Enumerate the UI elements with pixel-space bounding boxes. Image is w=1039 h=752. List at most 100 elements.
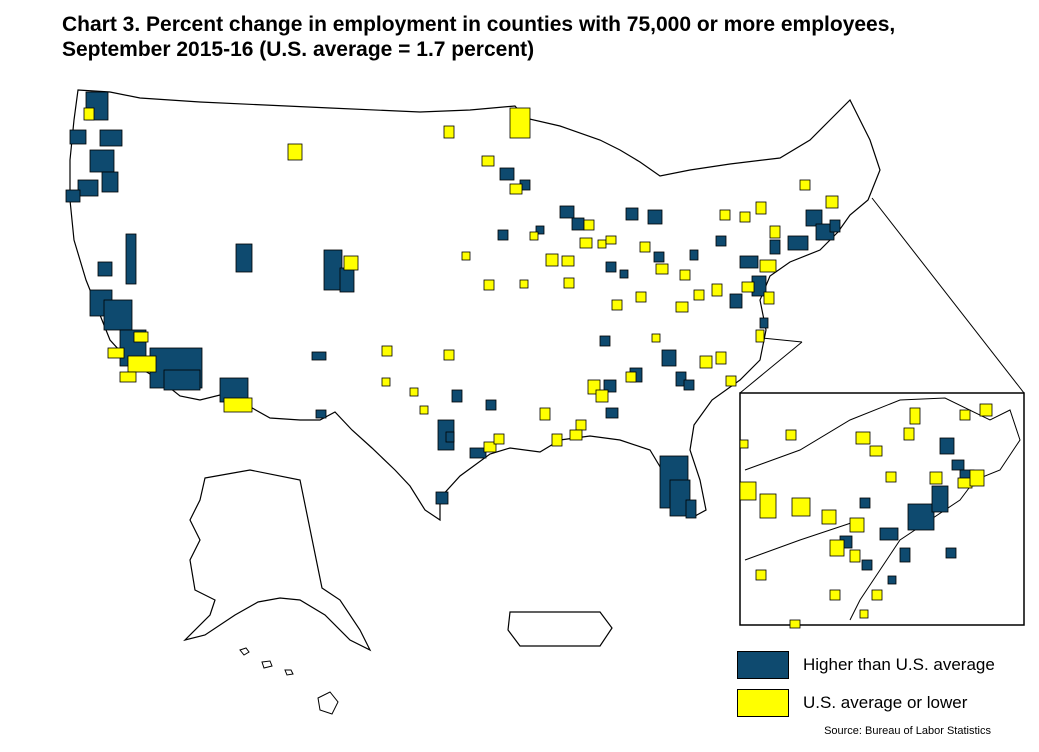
county-average-or-lower: [83, 107, 95, 121]
county-average-or-lower: [655, 263, 669, 275]
county-average-or-lower: [611, 299, 623, 311]
county-above-average: [769, 239, 781, 255]
county-average-or-lower: [119, 371, 137, 383]
county-above-average: [339, 267, 355, 293]
county-average-or-lower: [551, 433, 563, 447]
county-average-or-lower: [739, 439, 749, 449]
county-average-or-lower: [725, 375, 737, 387]
county-above-average: [729, 293, 743, 309]
county-average-or-lower: [107, 347, 125, 359]
county-average-or-lower: [711, 283, 723, 297]
source-note: Source: Bureau of Labor Statistics: [824, 725, 991, 737]
county-above-average: [435, 491, 449, 505]
county-average-or-lower: [791, 497, 811, 517]
county-above-average: [485, 399, 497, 411]
county-average-or-lower: [563, 277, 575, 289]
county-above-average: [315, 409, 327, 419]
county-average-or-lower: [869, 445, 883, 457]
county-average-or-lower: [829, 589, 841, 601]
county-above-average: [97, 261, 113, 277]
county-above-average: [603, 379, 617, 393]
county-above-average: [323, 249, 343, 291]
county-average-or-lower: [855, 431, 871, 445]
county-above-average: [661, 349, 677, 367]
legend-swatch-below: [737, 689, 789, 717]
county-above-average: [125, 233, 137, 285]
county-above-average: [689, 249, 699, 261]
county-average-or-lower: [979, 403, 993, 417]
county-average-or-lower: [579, 237, 593, 249]
county-above-average: [805, 209, 823, 227]
county-average-or-lower: [483, 441, 497, 453]
county-above-average: [89, 149, 115, 173]
county-average-or-lower: [769, 225, 781, 239]
county-average-or-lower: [545, 253, 559, 267]
chart-title: Chart 3. Percent change in employment in…: [62, 12, 1022, 62]
legend-item-below: U.S. average or lower: [737, 688, 967, 718]
county-average-or-lower: [763, 291, 775, 305]
county-average-or-lower: [419, 405, 429, 415]
county-average-or-lower: [789, 619, 801, 629]
county-above-average: [235, 243, 253, 273]
county-above-average: [311, 351, 327, 361]
county-above-average: [887, 575, 897, 585]
county-average-or-lower: [719, 209, 731, 221]
county-average-or-lower: [443, 349, 455, 361]
legend-item-above: Higher than U.S. average: [737, 650, 995, 680]
county-above-average: [559, 205, 575, 219]
county-above-average: [65, 189, 81, 203]
county-above-average: [787, 235, 809, 251]
county-above-average: [829, 219, 841, 233]
county-average-or-lower: [755, 201, 767, 215]
county-above-average: [861, 559, 873, 571]
county-average-or-lower: [675, 301, 689, 313]
county-average-or-lower: [381, 345, 393, 357]
county-average-or-lower: [969, 469, 985, 487]
county-above-average: [675, 371, 687, 387]
county-above-average: [939, 437, 955, 455]
county-above-average: [451, 389, 463, 403]
county-average-or-lower: [519, 279, 529, 289]
county-above-average: [759, 317, 769, 329]
county-average-or-lower: [849, 549, 861, 563]
county-above-average: [715, 235, 727, 247]
alaska-outline: [183, 469, 372, 652]
county-above-average: [103, 299, 133, 331]
county-average-or-lower: [595, 389, 609, 403]
counties-average-or-lower: [83, 107, 993, 629]
county-average-or-lower: [799, 179, 811, 191]
county-average-or-lower: [871, 589, 883, 601]
county-above-average: [951, 459, 965, 471]
county-above-average: [605, 261, 617, 273]
county-average-or-lower: [759, 259, 777, 273]
county-above-average: [669, 479, 691, 517]
county-average-or-lower: [625, 371, 637, 383]
county-average-or-lower: [821, 509, 837, 525]
county-above-average: [571, 217, 585, 231]
county-average-or-lower: [509, 107, 531, 139]
county-average-or-lower: [699, 355, 713, 369]
county-average-or-lower: [651, 333, 661, 343]
county-average-or-lower: [127, 355, 157, 373]
county-average-or-lower: [785, 429, 797, 441]
county-average-or-lower: [679, 269, 691, 281]
county-average-or-lower: [849, 517, 865, 533]
county-above-average: [163, 369, 201, 391]
county-above-average: [625, 207, 639, 221]
county-above-average: [445, 431, 455, 443]
county-average-or-lower: [483, 279, 495, 291]
county-above-average: [931, 485, 949, 513]
county-average-or-lower: [583, 219, 595, 231]
county-above-average: [945, 547, 957, 559]
county-average-or-lower: [481, 155, 495, 167]
county-average-or-lower: [597, 239, 607, 249]
county-above-average: [653, 251, 665, 263]
northeast-inset-outline: [744, 397, 1021, 621]
county-average-or-lower: [885, 471, 897, 483]
county-above-average: [879, 527, 899, 541]
county-above-average: [685, 499, 697, 519]
county-average-or-lower: [343, 255, 359, 271]
county-average-or-lower: [381, 377, 391, 387]
county-average-or-lower: [575, 419, 587, 431]
